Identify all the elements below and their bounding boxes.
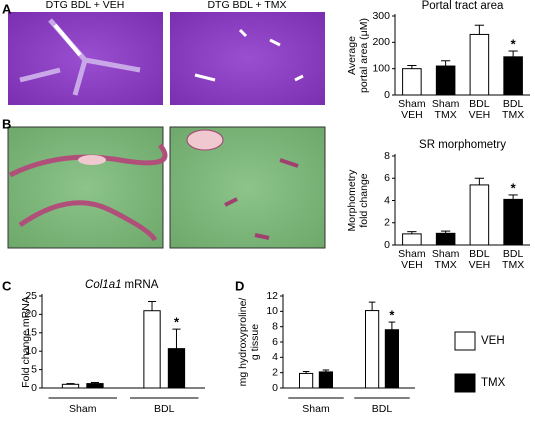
- panel-label: B: [2, 116, 11, 131]
- legend-swatch: [454, 331, 476, 351]
- significance-mark: *: [174, 315, 180, 330]
- image-detail: [8, 143, 168, 242]
- image-caption: DTG BDL + VEH: [46, 0, 125, 11]
- x-tick-label: Sham: [398, 248, 426, 260]
- bar: [61, 383, 80, 389]
- x-tick-label: Sham: [69, 403, 97, 415]
- y-tick-label: 0: [272, 382, 278, 394]
- image-detail: [53, 23, 82, 57]
- y-tick-label: 2: [384, 217, 390, 229]
- bar: [503, 56, 523, 96]
- image-detail: [224, 158, 299, 240]
- bar: [402, 233, 422, 246]
- chart-title: Portal tract area: [422, 0, 504, 12]
- bar: [435, 232, 456, 246]
- bar: [469, 33, 490, 96]
- y-tick-label: 0: [384, 89, 390, 101]
- bar: [167, 348, 186, 389]
- x-tick-label: TMX: [435, 109, 457, 121]
- chart-title: mRNA: [125, 279, 159, 291]
- x-tick-label: Sham: [432, 248, 460, 260]
- x-tick-label: BDL: [503, 98, 524, 110]
- x-tick-label: Sham: [302, 403, 330, 415]
- chart-title: Col1a1: [85, 279, 121, 291]
- y-axis-label: fold change: [358, 173, 370, 227]
- x-tick-label: VEH: [401, 259, 423, 271]
- y-axis-label: Average: [346, 36, 358, 75]
- image-a-tmx: [170, 12, 325, 105]
- x-tick-label: VEH: [469, 109, 491, 121]
- y-axis-label: Fold change mRNA: [20, 296, 32, 388]
- image-detail: [78, 155, 106, 165]
- image-b-veh: [7, 126, 164, 249]
- bar: [503, 198, 523, 246]
- y-axis-label: portal area (μM): [358, 18, 370, 93]
- x-tick-label: BDL: [469, 98, 490, 110]
- y-tick-label: 200: [372, 36, 390, 48]
- y-tick-label: 4: [272, 351, 278, 363]
- x-tick-label: BDL: [503, 248, 524, 260]
- bar: [384, 329, 399, 389]
- panel-label: D: [235, 278, 244, 293]
- x-tick-label: TMX: [502, 109, 524, 121]
- bar: [469, 184, 490, 246]
- panel-label: C: [2, 278, 12, 293]
- y-tick-label: 8: [384, 150, 390, 162]
- image-detail: [186, 129, 224, 151]
- significance-mark: *: [511, 180, 517, 195]
- y-tick-label: 0: [384, 239, 390, 251]
- x-tick-label: TMX: [502, 259, 524, 271]
- y-tick-label: 10: [266, 305, 278, 317]
- bar: [365, 310, 380, 389]
- bar: [402, 68, 422, 96]
- image-b-tmx: [169, 126, 326, 249]
- x-tick-label: TMX: [435, 259, 457, 271]
- x-tick-label: BDL: [154, 403, 175, 415]
- significance-mark: *: [511, 36, 517, 51]
- bar: [435, 65, 456, 96]
- bar: [143, 310, 161, 389]
- y-tick-label: 25: [25, 290, 37, 302]
- histology-images: [7, 12, 326, 249]
- legend-label: TMX: [481, 377, 506, 389]
- image-detail: [194, 28, 304, 82]
- y-tick-label: 6: [272, 336, 278, 348]
- y-tick-label: 10: [25, 345, 37, 357]
- legend-swatch: [454, 373, 476, 393]
- y-tick-label: 0: [31, 382, 37, 394]
- chart-title: SR morphometry: [419, 139, 506, 151]
- bar: [86, 383, 104, 389]
- y-tick-label: 12: [266, 290, 278, 302]
- image-caption: DTG BDL + TMX: [207, 0, 286, 11]
- y-tick-label: 100: [372, 62, 390, 74]
- bar: [299, 372, 314, 389]
- y-tick-label: 6: [384, 172, 390, 184]
- x-tick-label: BDL: [469, 248, 490, 260]
- y-tick-label: 300: [372, 10, 390, 22]
- bar: [318, 371, 333, 389]
- y-tick-label: 8: [272, 320, 278, 332]
- y-axis-label: g tissue: [249, 324, 261, 360]
- x-tick-label: Sham: [398, 98, 426, 110]
- y-tick-label: 5: [31, 363, 37, 375]
- x-tick-label: VEH: [401, 109, 423, 121]
- y-axis-label: mg hydroxyproline/: [237, 298, 249, 387]
- significance-mark: *: [389, 308, 395, 323]
- x-tick-label: Sham: [432, 98, 460, 110]
- y-axis-label: Morphometry: [346, 169, 358, 232]
- y-tick-label: 15: [25, 327, 37, 339]
- x-tick-label: BDL: [372, 403, 393, 415]
- x-tick-label: VEH: [469, 259, 491, 271]
- legend-label: VEH: [481, 335, 505, 347]
- y-tick-label: 4: [384, 194, 390, 206]
- y-tick-label: 20: [25, 308, 37, 320]
- y-tick-label: 2: [272, 366, 278, 378]
- panel-label: A: [2, 1, 12, 16]
